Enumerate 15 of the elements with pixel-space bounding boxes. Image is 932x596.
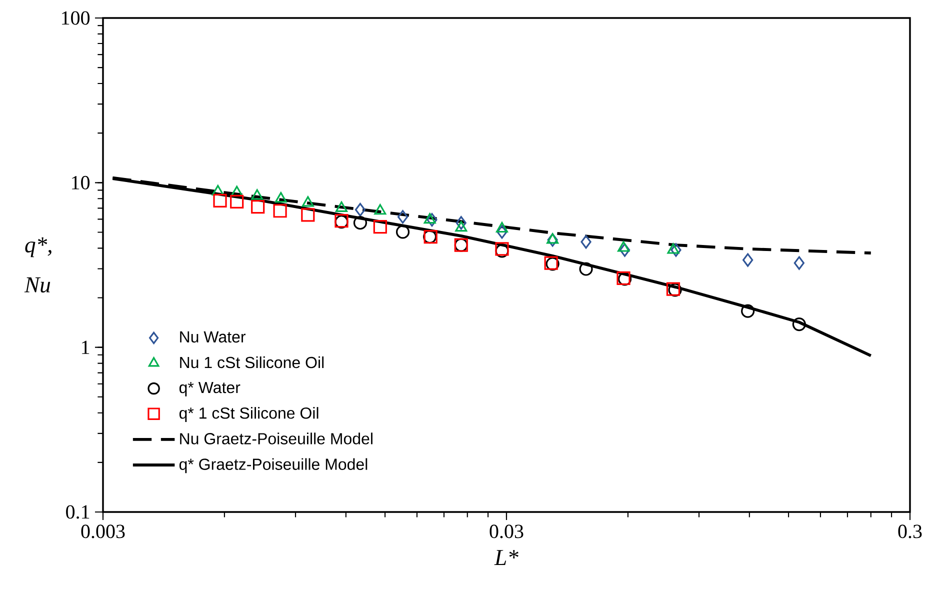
legend-label: Nu Water [180, 331, 246, 343]
y-tick-label: 10 [72, 176, 90, 190]
y-tick-label: 0.1 [66, 505, 90, 519]
x-tick-label: 0.3 [898, 524, 922, 538]
x-tick-label: 0.003 [81, 524, 125, 538]
x-tick-label: 0.03 [490, 524, 524, 538]
y-axis-title: q*, Nu [24, 237, 52, 293]
legend-label: q* Graetz-Poiseuille Model [179, 458, 368, 474]
x-axis-title: L* [494, 550, 518, 565]
y-tick-label: 1 [82, 340, 90, 354]
legend-label: Nu Graetz-Poiseuille Model [180, 432, 372, 444]
legend-label: Nu 1 cSt Silicone Oil [180, 356, 324, 368]
legend-label: q* 1 cSt Silicone Oil [179, 407, 318, 422]
y-tick-label: 100 [62, 11, 90, 25]
legend-label: q* Water [179, 382, 240, 396]
